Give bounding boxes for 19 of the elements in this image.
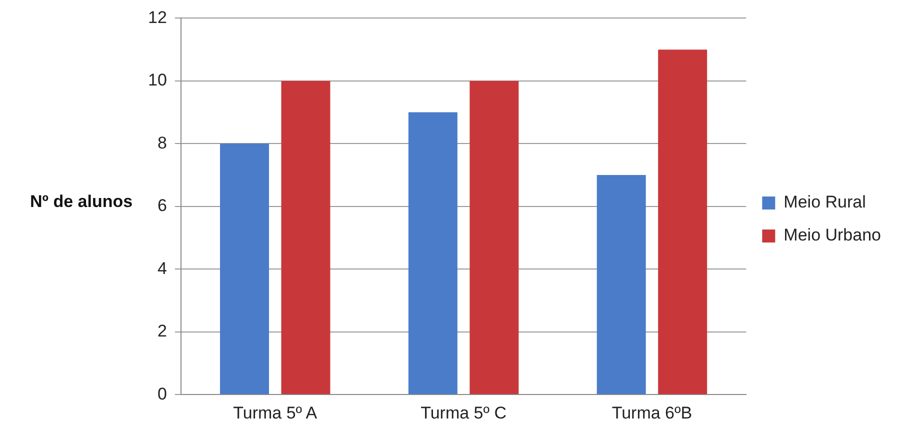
x-tick-label: Turma 5º C (420, 403, 506, 422)
bar (470, 80, 519, 394)
legend-label: Meio Urbano (784, 226, 881, 245)
y-tick-label: 4 (157, 258, 167, 278)
y-tick-label: 10 (148, 70, 167, 90)
y-tick-label: 0 (157, 384, 167, 404)
bar (281, 80, 330, 394)
bar (408, 112, 458, 394)
x-tick-label: Turma 5º A (233, 403, 318, 422)
y-tick-label: 2 (157, 322, 167, 341)
y-axis-title: Nº de alunos (30, 192, 133, 212)
bar (658, 50, 708, 394)
bar (596, 175, 646, 394)
y-tick-label: 8 (157, 133, 167, 152)
y-tick-label: 12 (148, 8, 167, 27)
x-tick-label: Turma 6ºB (612, 403, 692, 422)
legend-label: Meio Rural (784, 192, 866, 212)
y-tick-label: 6 (157, 196, 167, 216)
bar (220, 144, 269, 394)
